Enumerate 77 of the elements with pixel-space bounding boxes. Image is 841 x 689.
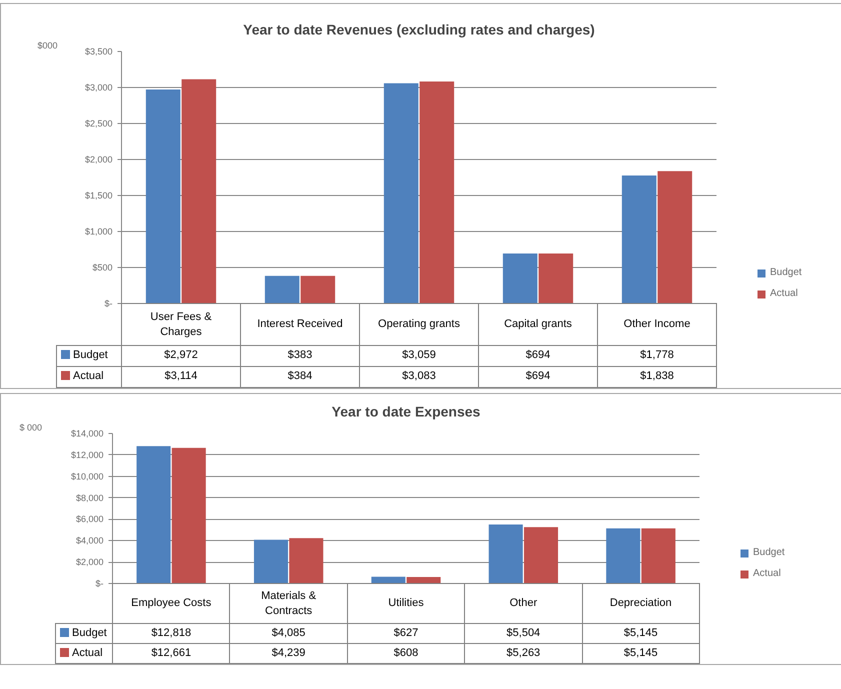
bar: [502, 254, 538, 304]
bar: [488, 524, 523, 584]
bar: [289, 538, 324, 584]
y-tick-label: $500: [92, 262, 113, 272]
data-label: $4,085: [230, 624, 348, 644]
y-tick-label: $2,000: [84, 154, 113, 164]
y-tick-label: $2,500: [84, 118, 113, 128]
data-label: $1,778: [598, 346, 716, 366]
y-tick-label: $3,000: [84, 82, 113, 92]
data-label: $5,145: [582, 644, 700, 664]
bar: [384, 83, 418, 304]
text: Actual: [73, 370, 104, 382]
data-label: $5,504: [464, 624, 582, 644]
data-label: $1,838: [598, 366, 716, 388]
data-label: $608: [347, 644, 465, 664]
x-tick-label: Materials & Contracts: [230, 584, 348, 624]
y-tick-label: $10,000: [70, 471, 104, 482]
y-tick-label: $1,000: [84, 226, 113, 236]
y-tick-label: $8,000: [76, 492, 104, 503]
x-tick-label: Depreciation: [582, 584, 700, 624]
y-tick-label: $14,000: [70, 428, 104, 438]
data-label: $12,818: [112, 624, 230, 644]
text: Budget: [770, 267, 802, 278]
bar: [254, 540, 288, 584]
bar: [300, 276, 336, 304]
data-label: $694: [478, 346, 598, 366]
data-label: $3,059: [360, 346, 478, 366]
bar: [182, 79, 216, 304]
x-tick-label: Operating grants: [360, 304, 478, 346]
x-tick-label: Utilities: [347, 584, 465, 624]
y-tick-label: $-: [96, 578, 104, 588]
data-label: $3,083: [360, 366, 478, 388]
chart-title: Year to date Revenues (excluding rates and charges): [243, 22, 595, 38]
bar: [606, 528, 640, 584]
text: Budget: [753, 547, 785, 558]
y-tick-label: $6,000: [76, 514, 104, 524]
data-label: $5,263: [464, 644, 582, 664]
text: Actual: [72, 646, 103, 659]
y-tick-label: $1,500: [84, 190, 113, 200]
bar: [658, 171, 692, 304]
y-axis-title: $ 000: [20, 422, 42, 432]
x-tick-label: Interest Received: [240, 304, 360, 346]
bar: [420, 82, 454, 304]
data-label: $3,114: [122, 366, 240, 388]
bar: [146, 90, 180, 304]
y-tick-label: $4,000: [76, 536, 104, 546]
x-tick-label: Capital grants: [478, 304, 598, 346]
bar: [641, 528, 676, 584]
data-label: $4,239: [230, 644, 348, 664]
y-axis-title: $000: [38, 40, 58, 50]
legend-label: Budget: [56, 624, 112, 644]
data-label: $694: [478, 366, 598, 388]
data-label: $627: [347, 624, 465, 644]
x-tick-label: Other: [464, 584, 582, 624]
bar: [538, 254, 574, 304]
bar: [136, 446, 171, 584]
legend-label: Actual: [770, 288, 798, 299]
data-label: $383: [240, 346, 360, 366]
data-label: $5,145: [582, 624, 700, 644]
bar: [622, 175, 656, 304]
data-label: $2,972: [122, 346, 240, 366]
bar: [406, 576, 441, 584]
data-label: $384: [240, 366, 360, 388]
bar: [172, 448, 206, 584]
legend-label: Budget: [56, 346, 122, 366]
legend-label: Actual: [753, 568, 781, 579]
y-tick-label: $-: [104, 298, 113, 308]
bar: [524, 527, 558, 584]
x-tick-label: Employee Costs: [112, 584, 230, 624]
x-tick-label: Other Income: [598, 304, 716, 346]
bar: [264, 276, 300, 304]
chart-title: Year to date Expenses: [332, 404, 481, 420]
y-tick-label: $12,000: [70, 450, 104, 460]
x-tick-label: User Fees & Charges: [122, 304, 240, 346]
data-label: $12,661: [112, 644, 230, 664]
y-tick-label: $2,000: [76, 557, 104, 568]
y-tick-label: $3,500: [84, 46, 113, 56]
